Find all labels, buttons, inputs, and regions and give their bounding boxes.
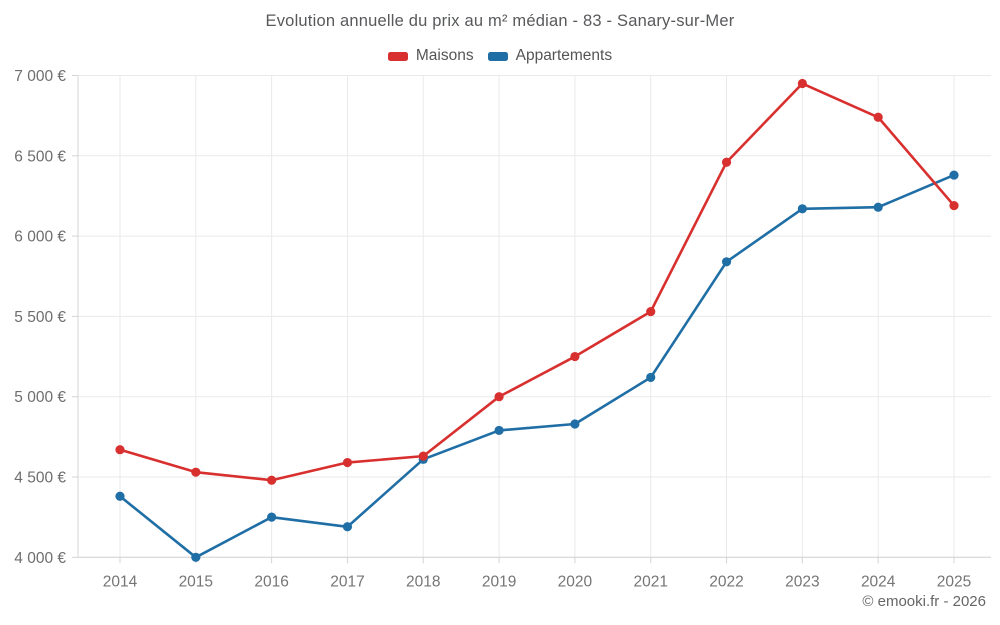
data-point-maisons[interactable] <box>191 467 201 477</box>
data-point-appartements[interactable] <box>115 491 125 501</box>
appartements-swatch-icon <box>487 51 508 61</box>
x-tick-label: 2020 <box>558 574 593 591</box>
data-point-maisons[interactable] <box>721 157 732 167</box>
maisons-swatch-icon <box>387 51 408 61</box>
x-tick-label: 2014 <box>103 574 138 591</box>
data-point-appartements[interactable] <box>267 512 277 522</box>
data-point-appartements[interactable] <box>342 522 353 532</box>
data-point-appartements[interactable] <box>949 170 959 180</box>
x-tick-label: 2024 <box>861 574 896 591</box>
data-point-maisons[interactable] <box>115 445 125 455</box>
data-point-appartements[interactable] <box>646 372 656 383</box>
x-tick-label: 2016 <box>254 574 288 591</box>
x-tick-label: 2023 <box>785 574 819 591</box>
data-point-maisons[interactable] <box>873 112 883 122</box>
y-tick-label: 6 500 € <box>14 148 66 165</box>
series-line-appartements <box>118 173 956 559</box>
data-point-maisons[interactable] <box>570 351 580 362</box>
legend-label-maisons: Maisons <box>415 47 474 64</box>
chart-title: Evolution annuelle du prix au m² médian … <box>265 12 735 30</box>
data-point-appartements[interactable] <box>797 204 807 214</box>
data-point-appartements[interactable] <box>721 257 732 267</box>
x-tick-label: 2017 <box>330 574 364 591</box>
data-point-maisons[interactable] <box>342 457 353 468</box>
data-point-appartements[interactable] <box>873 202 883 212</box>
y-tick-label: 5 000 € <box>14 389 66 406</box>
legend: Maisons Appartements <box>0 46 1000 66</box>
x-tick-label: 2019 <box>482 574 516 591</box>
x-tick-label: 2021 <box>633 574 667 591</box>
x-tick-label: 2015 <box>179 574 213 591</box>
data-point-maisons[interactable] <box>418 451 428 461</box>
legend-label-appartements: Appartements <box>515 47 613 64</box>
y-tick-label: 7 000 € <box>14 68 66 85</box>
y-tick-label: 5 500 € <box>14 309 66 326</box>
footer-credit: © emooki.fr - 2026 <box>862 593 986 610</box>
data-point-maisons[interactable] <box>494 392 504 402</box>
data-point-maisons[interactable] <box>949 200 959 211</box>
x-tick-label: 2022 <box>709 574 743 591</box>
x-tick-label: 2018 <box>406 574 440 591</box>
data-point-maisons[interactable] <box>267 475 277 485</box>
legend-item-maisons[interactable]: Maisons <box>387 47 474 65</box>
y-tick-label: 4 000 € <box>14 550 66 567</box>
data-point-maisons[interactable] <box>646 306 656 317</box>
y-tick-label: 6 000 € <box>14 229 66 246</box>
data-point-appartements[interactable] <box>570 419 580 429</box>
data-point-maisons[interactable] <box>797 78 807 89</box>
series-line-maisons <box>118 82 956 482</box>
x-tick-label: 2025 <box>937 574 971 591</box>
y-tick-label: 4 500 € <box>14 470 66 487</box>
data-point-appartements[interactable] <box>494 425 504 436</box>
legend-item-appartements[interactable]: Appartements <box>487 47 613 65</box>
data-point-appartements[interactable] <box>191 552 201 562</box>
